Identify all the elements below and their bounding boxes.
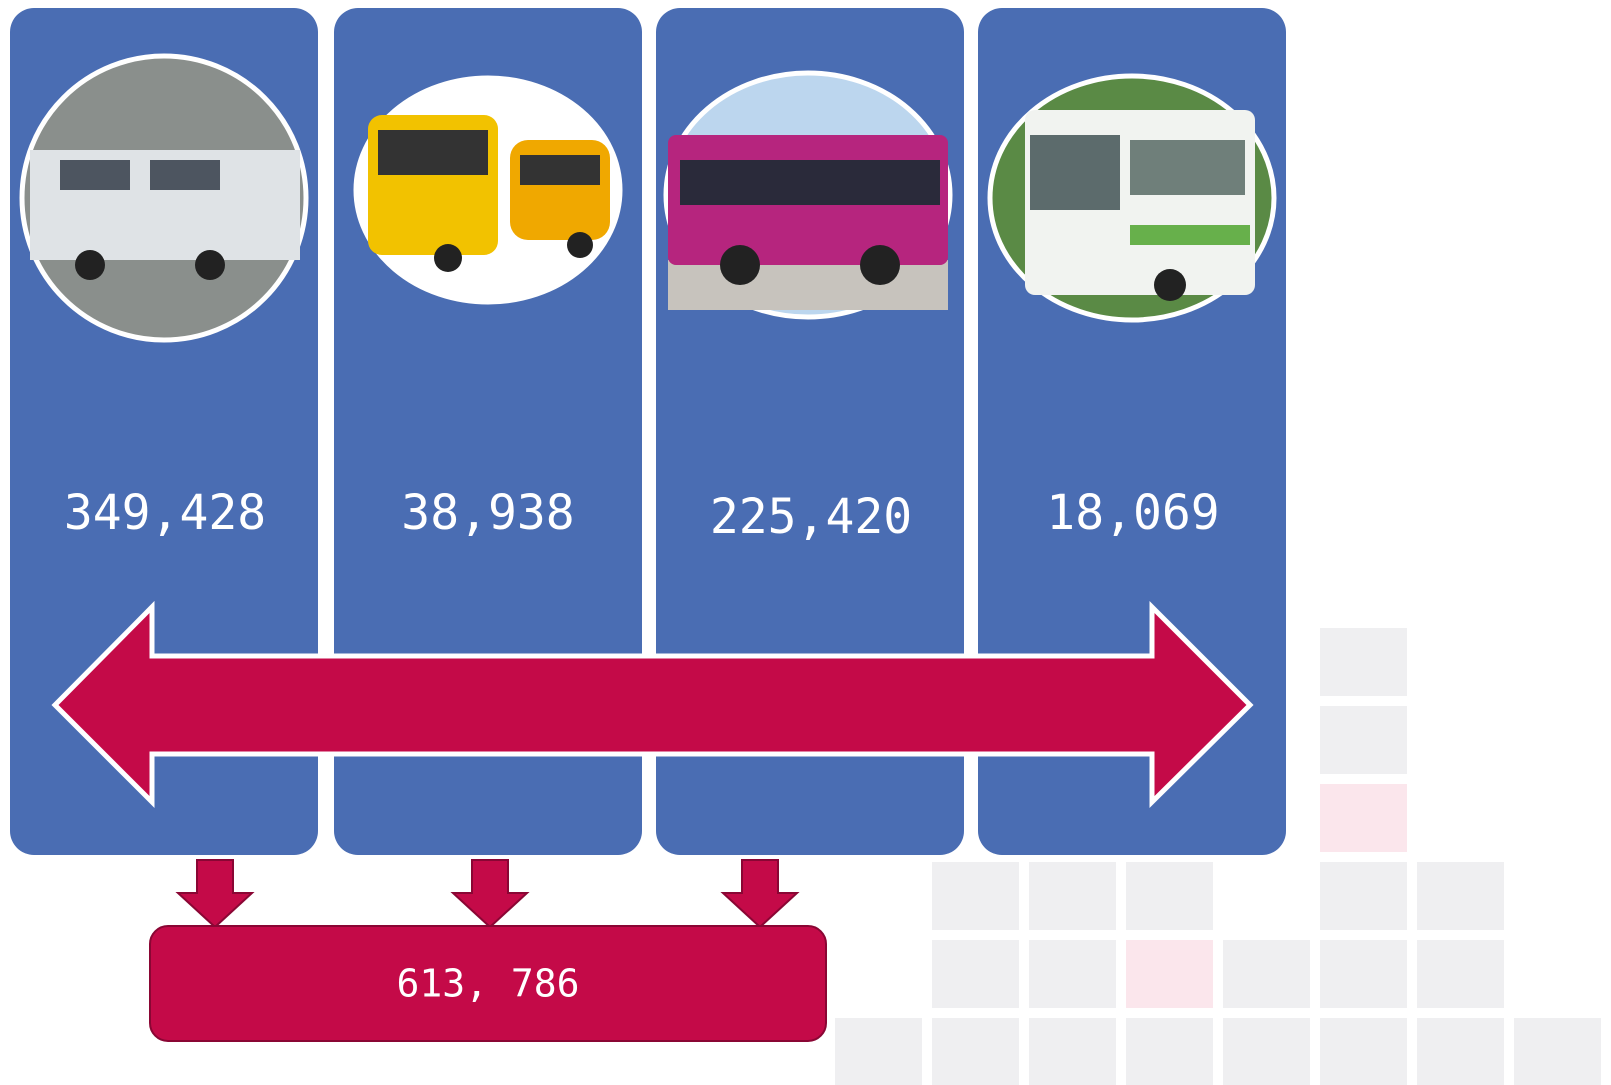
logo-square	[835, 1018, 922, 1085]
logo-square	[1126, 940, 1213, 1008]
logo-square	[1417, 1018, 1504, 1085]
logo-square	[932, 1018, 1019, 1085]
logo-square	[1320, 1018, 1407, 1085]
down-arrow	[720, 859, 800, 929]
vehicle-window	[1130, 140, 1245, 195]
logo-square	[1223, 1018, 1310, 1085]
total-box	[149, 925, 827, 1042]
logo-square	[1029, 862, 1116, 930]
panel-value: 225,420	[710, 489, 912, 545]
wheel	[1154, 269, 1186, 301]
total-value: 613, 786	[396, 962, 579, 1006]
photo-green-white-bus	[987, 73, 1277, 323]
logo-square	[1126, 862, 1213, 930]
stripe	[1130, 225, 1250, 245]
logo-square	[932, 940, 1019, 1008]
panel-value: 38,938	[401, 485, 574, 541]
logo-square	[1223, 940, 1310, 1008]
down-arrows	[175, 859, 800, 929]
panel-value: 349,428	[64, 485, 266, 541]
ground	[668, 260, 948, 310]
logo-square	[1320, 940, 1407, 1008]
wheel	[720, 245, 760, 285]
photos	[19, 53, 1277, 343]
vehicle-window	[150, 160, 220, 190]
vehicle-window	[680, 160, 940, 205]
background-logo	[835, 628, 1601, 1085]
logo-square	[1320, 628, 1407, 696]
logo-square	[1320, 784, 1407, 852]
wheel	[567, 232, 593, 258]
panel-value: 18,069	[1046, 485, 1219, 541]
logo-square	[1320, 706, 1407, 774]
photo-minibuses-street	[19, 53, 309, 343]
vehicle-window	[1030, 135, 1120, 210]
photo-pink-bus	[663, 70, 953, 320]
logo-square	[1417, 940, 1504, 1008]
wheel	[195, 250, 225, 280]
logo-square	[1514, 1018, 1601, 1085]
photo-yellow-buses	[353, 75, 623, 305]
logo-square	[1417, 862, 1504, 930]
logo-square	[1320, 862, 1407, 930]
vehicle-window	[378, 130, 488, 175]
vehicle-window	[60, 160, 130, 190]
wheel	[434, 244, 462, 272]
logo-square	[1029, 1018, 1116, 1085]
vehicle-window	[520, 155, 600, 185]
wheel	[75, 250, 105, 280]
logo-square	[1029, 940, 1116, 1008]
logo-square	[932, 862, 1019, 930]
down-arrow	[450, 859, 530, 929]
values: 349,428 38,938 225,420 18,069	[64, 485, 1220, 545]
wheel	[860, 245, 900, 285]
double-arrow	[51, 600, 1254, 809]
down-arrow	[175, 859, 255, 929]
logo-square	[1126, 1018, 1213, 1085]
